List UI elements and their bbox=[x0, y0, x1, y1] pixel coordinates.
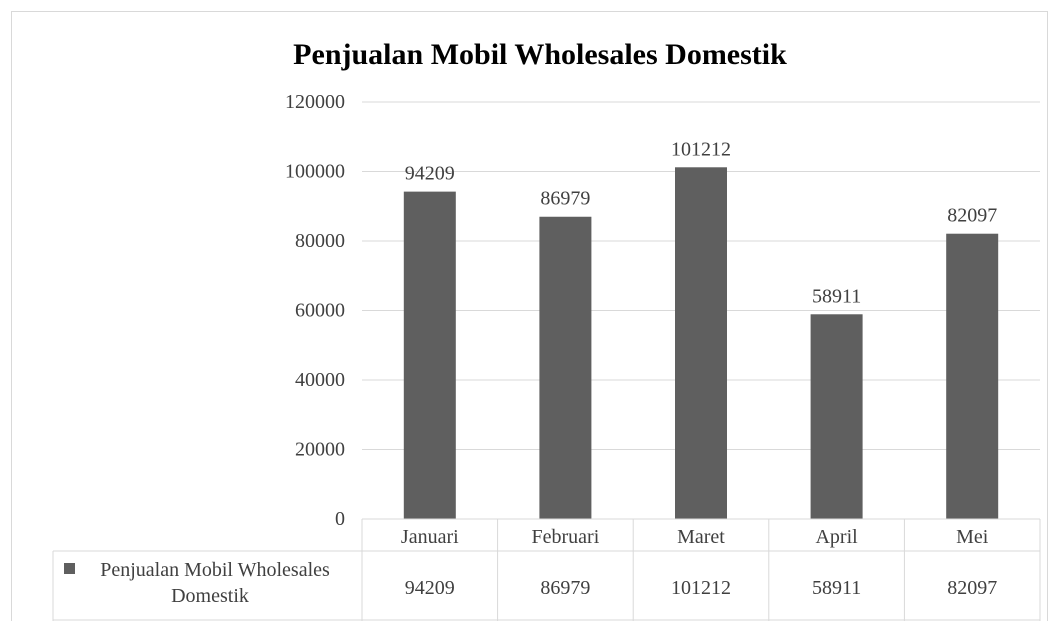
data-label-januari: 94209 bbox=[405, 163, 455, 185]
data-label-maret: 101212 bbox=[671, 138, 731, 160]
y-tick-label-60000: 60000 bbox=[295, 300, 345, 322]
data-label-april: 58911 bbox=[812, 285, 861, 307]
chart-title: Penjualan Mobil Wholesales Domestik bbox=[293, 38, 787, 71]
legend-series-name: Penjualan Mobil Wholesales Domestik bbox=[100, 559, 330, 607]
data-label-februari: 86979 bbox=[540, 188, 590, 210]
data-label-mei: 82097 bbox=[947, 205, 997, 227]
bar-april bbox=[810, 314, 863, 519]
bars bbox=[403, 167, 999, 519]
y-tick-label-100000: 100000 bbox=[285, 161, 345, 183]
x-tick-label-april: April bbox=[815, 526, 858, 548]
x-tick-label-januari: Januari bbox=[401, 526, 459, 548]
data-table: Januari Februari Maret April Mei Penjualan Mo… bbox=[52, 518, 1041, 621]
y-tick-label-40000: 40000 bbox=[295, 369, 345, 391]
y-tick-label-0: 0 bbox=[335, 508, 345, 530]
table-value-april: 58911 bbox=[812, 577, 861, 599]
legend-key bbox=[64, 563, 75, 574]
y-tick-label-80000: 80000 bbox=[295, 230, 345, 252]
y-axis-tick-labels: 0 20000 40000 60000 80000 100000 120000 bbox=[285, 91, 345, 530]
y-tick-label-20000: 20000 bbox=[295, 439, 345, 461]
x-tick-label-mei: Mei bbox=[956, 526, 989, 548]
data-labels: 94209 86979 101212 58911 82097 bbox=[405, 138, 997, 307]
bar-mei bbox=[946, 233, 999, 519]
table-value-februari: 86979 bbox=[540, 577, 590, 599]
bar-februari bbox=[539, 216, 592, 519]
table-value-januari: 94209 bbox=[405, 577, 455, 599]
y-tick-label-120000: 120000 bbox=[285, 91, 345, 113]
table-value-mei: 82097 bbox=[947, 577, 997, 599]
x-tick-label-maret: Maret bbox=[677, 526, 725, 548]
x-tick-label-februari: Februari bbox=[532, 526, 600, 548]
table-value-maret: 101212 bbox=[671, 577, 731, 599]
bar-januari bbox=[403, 191, 456, 519]
bar-maret bbox=[675, 167, 727, 519]
